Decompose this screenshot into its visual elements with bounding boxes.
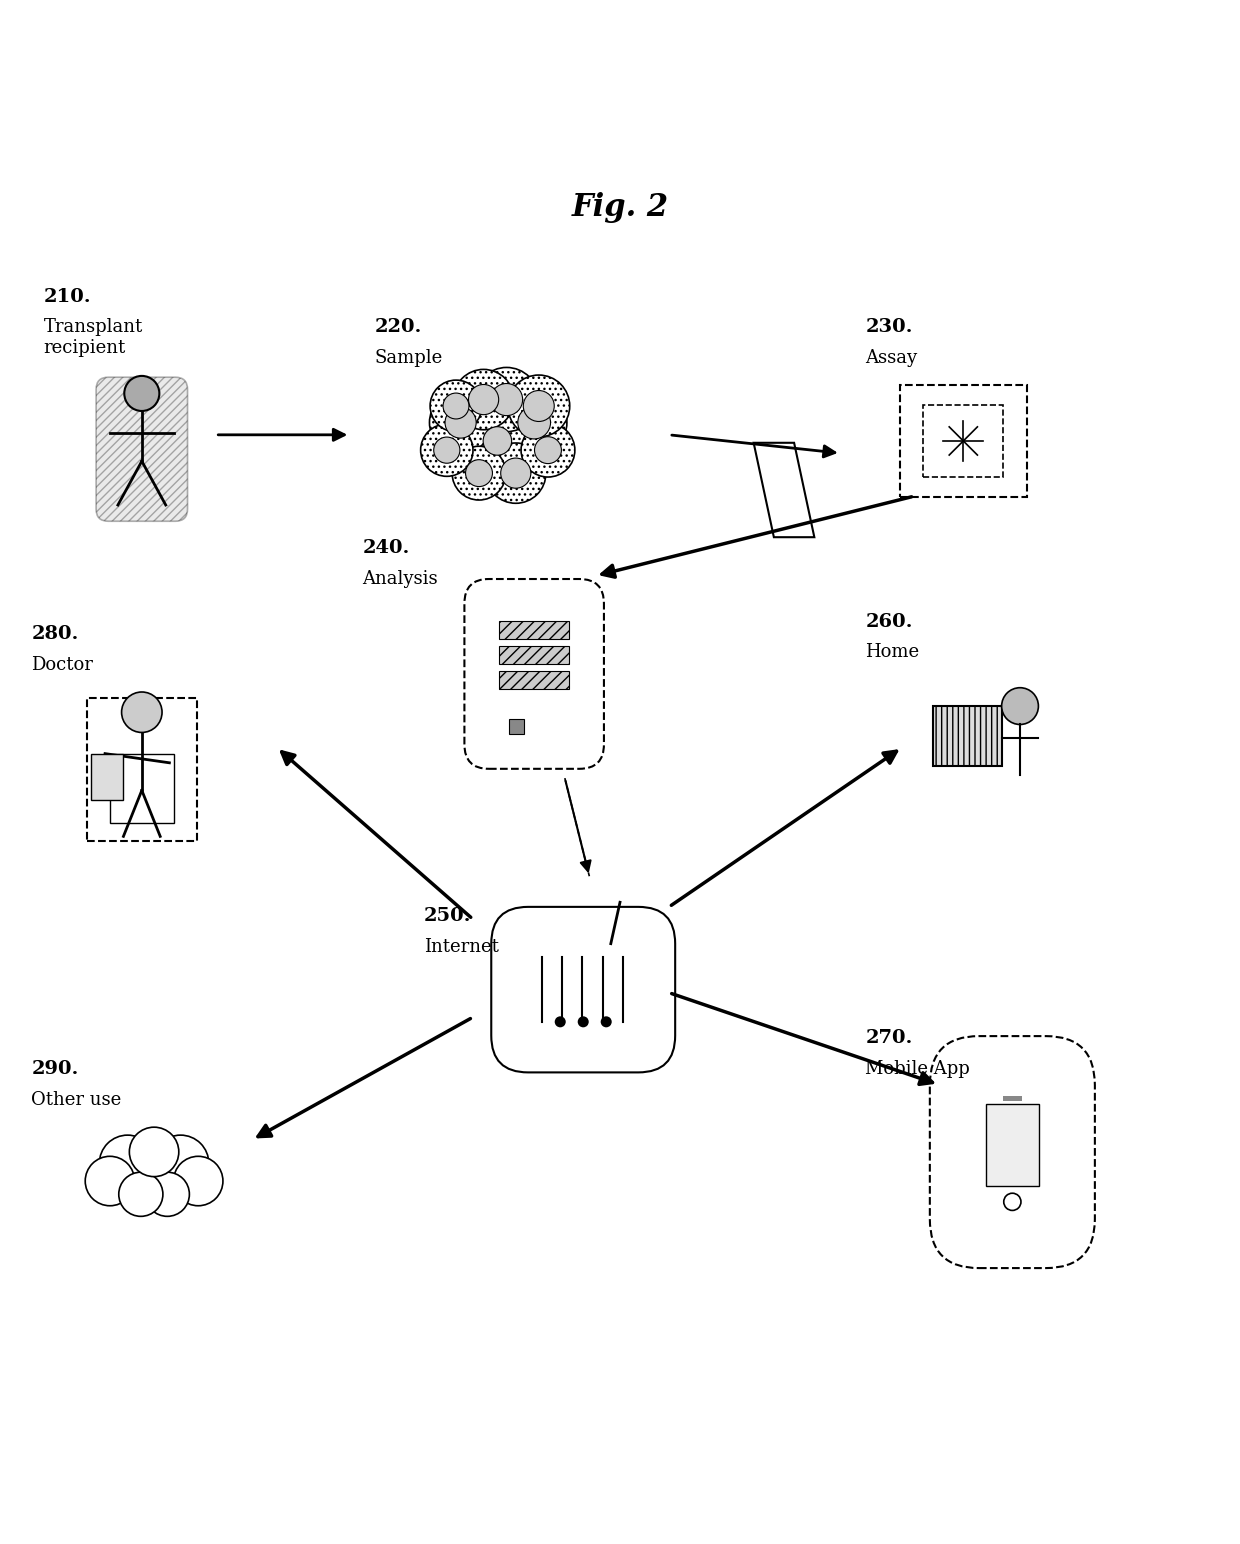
Text: Internet: Internet <box>424 937 498 956</box>
Circle shape <box>119 1172 162 1217</box>
Text: Mobile App: Mobile App <box>866 1061 970 1078</box>
Circle shape <box>578 1016 589 1027</box>
Circle shape <box>523 391 554 422</box>
Text: 240.: 240. <box>362 539 410 557</box>
Circle shape <box>534 437 562 463</box>
Circle shape <box>486 443 546 503</box>
Bar <box>498 672 569 689</box>
Circle shape <box>420 425 472 476</box>
Bar <box>498 645 569 664</box>
Bar <box>932 706 1002 766</box>
Text: 290.: 290. <box>31 1061 79 1078</box>
Circle shape <box>454 369 513 429</box>
Bar <box>1003 1096 1022 1101</box>
Bar <box>498 621 569 639</box>
Circle shape <box>153 1135 208 1192</box>
Circle shape <box>465 460 492 486</box>
Circle shape <box>501 389 567 455</box>
Text: 230.: 230. <box>866 318 913 337</box>
Circle shape <box>145 1172 190 1217</box>
Text: Assay: Assay <box>866 349 918 367</box>
Text: Sample: Sample <box>374 349 443 367</box>
Circle shape <box>429 392 492 454</box>
Text: 260.: 260. <box>866 613 913 630</box>
Text: 220.: 220. <box>374 318 422 337</box>
Text: Fig. 2: Fig. 2 <box>572 193 668 224</box>
Text: 280.: 280. <box>31 625 79 642</box>
FancyBboxPatch shape <box>95 377 187 522</box>
Circle shape <box>434 437 460 463</box>
Circle shape <box>453 446 506 500</box>
Circle shape <box>501 459 531 488</box>
Circle shape <box>129 1127 179 1177</box>
Text: Home: Home <box>866 644 919 661</box>
Text: 210.: 210. <box>43 287 92 306</box>
Bar <box>92 753 124 800</box>
Circle shape <box>1002 687 1038 724</box>
Circle shape <box>491 383 522 415</box>
Circle shape <box>469 412 526 469</box>
Circle shape <box>600 1016 611 1027</box>
Circle shape <box>430 380 482 432</box>
Circle shape <box>122 692 162 732</box>
Text: 250.: 250. <box>424 906 471 925</box>
Text: Doctor: Doctor <box>31 656 93 673</box>
Text: Transplant
recipient: Transplant recipient <box>43 318 143 357</box>
Text: 270.: 270. <box>866 1030 913 1047</box>
Circle shape <box>174 1156 223 1206</box>
Circle shape <box>484 426 512 455</box>
Text: Analysis: Analysis <box>362 570 438 588</box>
Circle shape <box>469 384 498 415</box>
Circle shape <box>518 406 551 438</box>
Circle shape <box>86 1156 135 1206</box>
Bar <box>510 720 525 735</box>
FancyBboxPatch shape <box>109 753 174 823</box>
Circle shape <box>99 1135 156 1192</box>
Circle shape <box>445 408 476 438</box>
Circle shape <box>119 1141 190 1212</box>
Circle shape <box>521 423 575 477</box>
Circle shape <box>443 394 469 418</box>
Circle shape <box>475 367 538 432</box>
Circle shape <box>554 1016 565 1027</box>
Bar <box>986 1104 1039 1186</box>
Text: Other use: Other use <box>31 1090 122 1109</box>
FancyBboxPatch shape <box>491 906 675 1073</box>
Circle shape <box>124 375 160 411</box>
Circle shape <box>508 375 569 437</box>
